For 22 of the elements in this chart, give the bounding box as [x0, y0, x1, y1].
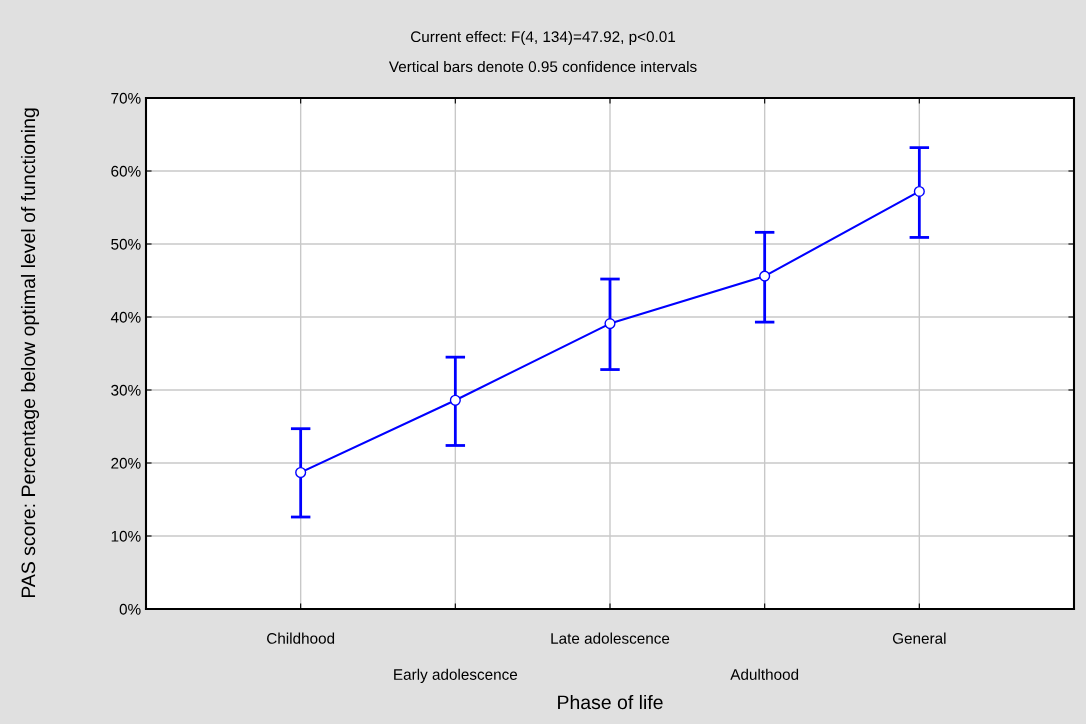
y-tick-label: 60%: [111, 165, 141, 177]
x-tick-label: Late adolescence: [551, 632, 670, 644]
chart-subtitle: Vertical bars denote 0.95 confidence intervals: [388, 60, 697, 73]
chart-title: Current effect: F(4, 134)=47.92, p<0.01: [411, 30, 676, 46]
y-tick-label: 70%: [111, 92, 141, 104]
point: [759, 270, 771, 282]
x-tick-label: Adulthood: [730, 668, 799, 680]
x-axis-title: Phase of life: [558, 694, 663, 710]
y-tick-label: 0%: [119, 603, 141, 615]
point: [449, 394, 461, 406]
point: [913, 185, 925, 197]
point: [295, 466, 307, 479]
point: [604, 318, 616, 330]
x-tick-label: Early adolescence: [394, 668, 518, 683]
y-axis-title: PAS score: Percentage below optimal level of functioning: [20, 108, 40, 598]
x-tick-label: General: [892, 632, 946, 644]
y-tick-label: 50%: [111, 238, 141, 250]
y-tick-label: 40%: [110, 311, 141, 323]
x-tick-label: Childhood: [267, 632, 335, 644]
y-tick-label: 10%: [111, 530, 141, 542]
y-tick-label: 30%: [111, 384, 141, 396]
y-tick-label: 20%: [111, 457, 141, 469]
